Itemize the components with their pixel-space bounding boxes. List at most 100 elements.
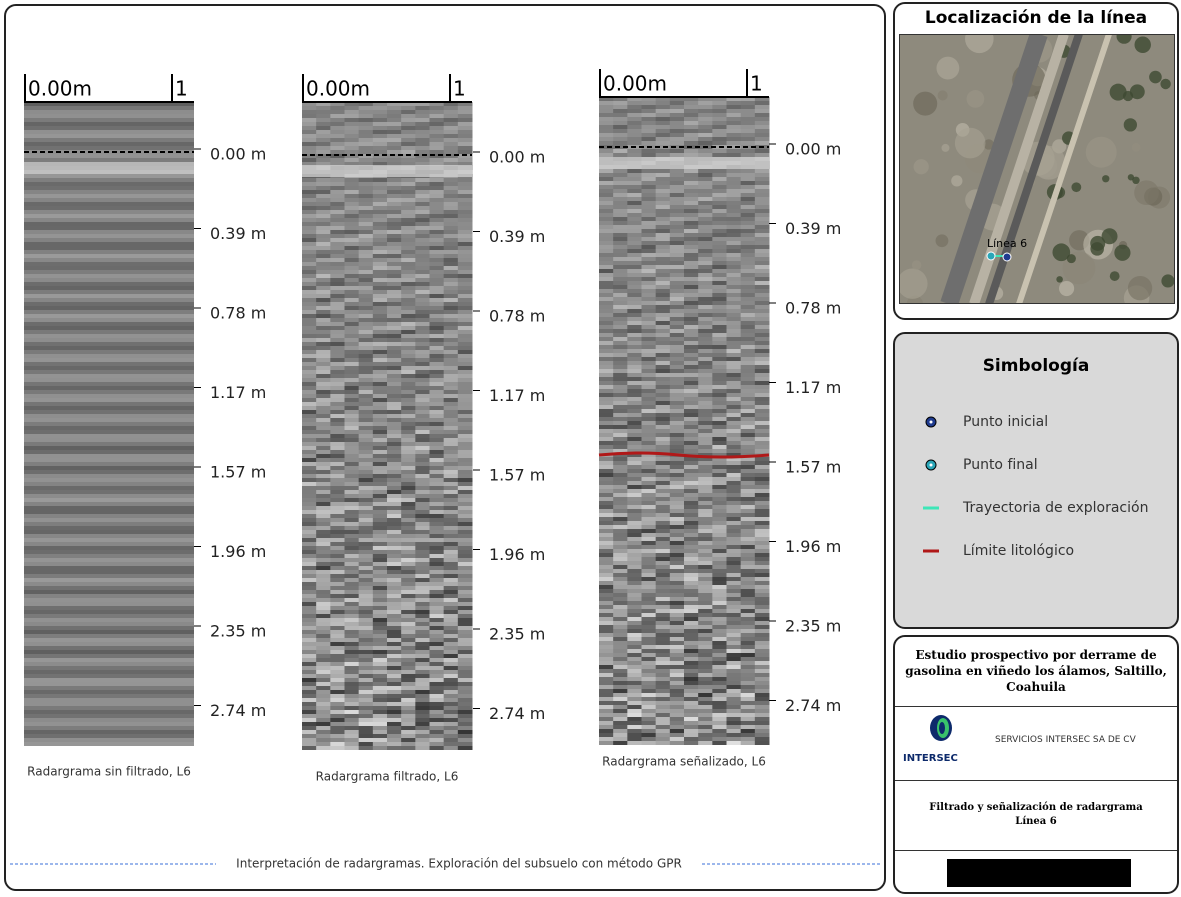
radargram-cell [727, 553, 742, 557]
radargram-cell [684, 737, 699, 741]
radargram-cell [444, 358, 459, 362]
radargram-cell [727, 117, 742, 121]
radargram-cell [627, 577, 642, 581]
radargram-cell [444, 266, 459, 270]
radargram-band [24, 282, 194, 286]
radargram-cell [373, 238, 388, 242]
radargram-cell [302, 446, 317, 450]
radargram-cell [627, 637, 642, 641]
radargram-cell [684, 525, 699, 529]
radargram-cell [316, 370, 331, 374]
radargram-cell [755, 241, 770, 245]
radargram-cell [656, 629, 671, 633]
map-vegetation [1110, 271, 1120, 281]
radargram-cell [330, 394, 345, 398]
radargram-cell [387, 130, 402, 134]
radargram-cell [613, 661, 628, 665]
radargram-cell [345, 310, 360, 314]
radargram-cell [387, 650, 402, 654]
legend-point-center [930, 464, 933, 467]
radargram-cell [755, 305, 770, 309]
radargram-cell [727, 697, 742, 701]
radargram-cell [642, 709, 657, 713]
radargram-cell [387, 178, 402, 182]
radargram-band [24, 322, 194, 326]
radargram-cell [712, 289, 727, 293]
radargram-cell [330, 114, 345, 118]
radargram-cell [642, 201, 657, 205]
radargram-cell [599, 105, 614, 109]
radargram-cell [316, 694, 331, 698]
radargram-cell [627, 133, 642, 137]
radargram-cell [670, 209, 685, 213]
radargram-cell [444, 614, 459, 618]
radargram-cell [415, 314, 430, 318]
radargram-cell [698, 589, 713, 593]
radargram-cell [755, 257, 770, 261]
radargram-cell [430, 474, 445, 478]
radargram-cell [712, 429, 727, 433]
radargram-cell [387, 338, 402, 342]
radargram-cell [642, 333, 657, 337]
radargram-cell [599, 585, 614, 589]
radargram-cell [727, 265, 742, 269]
radargram-cell [302, 202, 317, 206]
radargram-cell [359, 518, 374, 522]
radargram-cell [599, 553, 614, 557]
radargram-cell [373, 698, 388, 702]
radargram-cell [712, 317, 727, 321]
radargram-cell [302, 150, 317, 154]
radargram-cell [401, 494, 416, 498]
radargram-cell [627, 505, 642, 509]
radargram-cell [458, 306, 473, 310]
radargram-cell [727, 313, 742, 317]
radargram-cell [302, 226, 317, 230]
radargram-cell [627, 501, 642, 505]
radargram-cell [613, 401, 628, 405]
depth-label: 0.78 m [489, 307, 545, 326]
radargram-cell [401, 362, 416, 366]
radargram-cell [642, 501, 657, 505]
radargram-cell [316, 482, 331, 486]
radargram-cell [656, 269, 671, 273]
radargram-cell [330, 370, 345, 374]
radargram-cell [359, 554, 374, 558]
radargram-cell [316, 110, 331, 114]
radargram-cell [698, 641, 713, 645]
radargram-cell [373, 506, 388, 510]
radargram-band [24, 178, 194, 182]
radargram-cell [330, 438, 345, 442]
map-vegetation [1056, 276, 1063, 283]
radargram-cell [670, 725, 685, 729]
radargram-cell [684, 629, 699, 633]
radargram-cell [741, 429, 756, 433]
radargram-cell [670, 337, 685, 341]
radargram-cell [741, 317, 756, 321]
radargram-cell [430, 218, 445, 222]
radargram-cell [684, 257, 699, 261]
radargram-cell [316, 330, 331, 334]
radargram-cell [444, 258, 459, 262]
radargram-cell [599, 733, 614, 737]
radargram-cell [444, 474, 459, 478]
radargram-cell [755, 177, 770, 181]
radargram-cell [741, 109, 756, 113]
radargram-cell [642, 377, 657, 381]
radargram-cell [345, 150, 360, 154]
radargram-cell [698, 433, 713, 437]
radargram-cell [670, 281, 685, 285]
radargram-cell [684, 317, 699, 321]
depth-label: 0.00 m [210, 145, 266, 164]
radargram-cell [727, 661, 742, 665]
radargram-cell [302, 258, 317, 262]
radargram-cell [642, 589, 657, 593]
radargram-cell [712, 493, 727, 497]
radargram-cell [345, 722, 360, 726]
radargram-cell [345, 466, 360, 470]
radargram-cell [316, 478, 331, 482]
radargram-cell [401, 410, 416, 414]
radargram-cell [373, 670, 388, 674]
radargram-cell [712, 133, 727, 137]
radargram-cell [642, 237, 657, 241]
radargram-cell [755, 461, 770, 465]
